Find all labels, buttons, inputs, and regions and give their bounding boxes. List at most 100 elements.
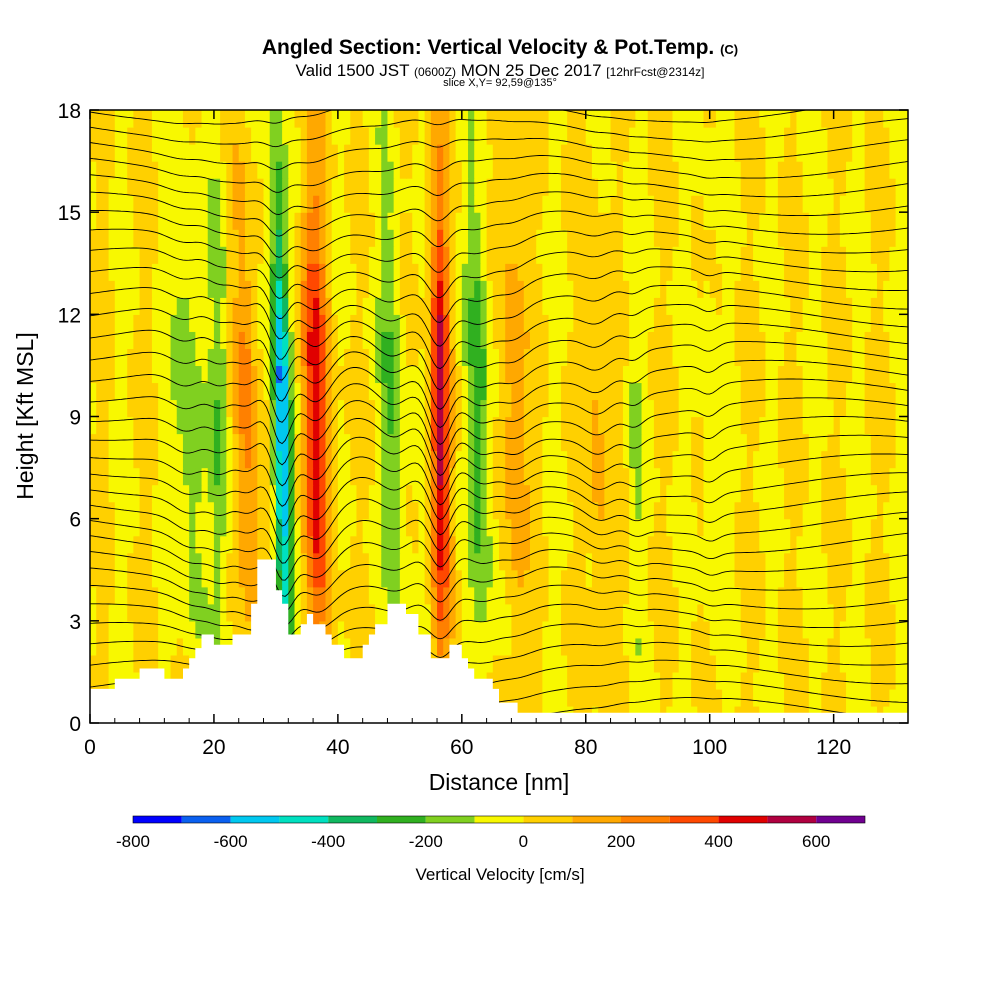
velocity-cell xyxy=(784,671,791,690)
velocity-cell xyxy=(697,586,705,605)
velocity-cell xyxy=(598,603,605,622)
velocity-cell xyxy=(480,263,488,281)
velocity-cell xyxy=(313,569,320,588)
velocity-cell xyxy=(722,365,729,384)
velocity-cell xyxy=(529,467,537,486)
velocity-cell xyxy=(703,501,711,520)
velocity-cell xyxy=(244,297,252,315)
velocity-cell xyxy=(691,484,698,503)
velocity-cell xyxy=(858,110,866,128)
velocity-cell xyxy=(684,416,692,435)
velocity-cell xyxy=(275,365,283,384)
velocity-cell xyxy=(170,195,178,213)
velocity-cell xyxy=(158,450,165,469)
velocity-cell xyxy=(90,671,97,690)
velocity-cell xyxy=(678,297,686,315)
velocity-cell xyxy=(821,212,829,230)
velocity-cell xyxy=(554,212,562,230)
velocity-cell xyxy=(201,484,209,503)
velocity-cell xyxy=(108,110,116,128)
velocity-cell xyxy=(337,178,345,196)
velocity-cell xyxy=(300,246,308,264)
velocity-cell xyxy=(114,297,122,315)
velocity-cell xyxy=(821,416,829,435)
velocity-cell xyxy=(598,688,605,707)
velocity-cell xyxy=(889,127,897,145)
velocity-cell xyxy=(474,501,482,520)
velocity-cell xyxy=(238,280,246,298)
velocity-cell xyxy=(387,416,395,435)
velocity-cell xyxy=(368,331,376,349)
velocity-cell xyxy=(901,637,908,656)
velocity-cell xyxy=(567,603,574,622)
velocity-cell xyxy=(114,212,122,230)
velocity-cell xyxy=(666,348,674,367)
velocity-cell xyxy=(827,348,835,367)
velocity-cell xyxy=(901,671,908,690)
velocity-cell xyxy=(864,467,872,486)
velocity-cell xyxy=(523,365,531,384)
velocity-cell xyxy=(529,518,537,537)
velocity-cell xyxy=(734,195,742,213)
velocity-cell xyxy=(678,110,686,128)
velocity-cell xyxy=(653,144,661,162)
velocity-cell xyxy=(232,297,240,315)
velocity-cell xyxy=(182,586,190,605)
velocity-cell xyxy=(666,263,674,281)
velocity-cell xyxy=(499,229,506,247)
colorbar-swatch xyxy=(572,816,621,823)
velocity-cell xyxy=(189,552,196,571)
velocity-cell xyxy=(511,314,519,332)
velocity-cell xyxy=(771,620,779,639)
velocity-cell xyxy=(213,450,221,469)
velocity-cell xyxy=(102,671,110,690)
velocity-cell xyxy=(244,246,252,264)
velocity-cell xyxy=(579,178,587,196)
velocity-cell xyxy=(449,314,457,332)
velocity-cell xyxy=(678,671,686,690)
velocity-cell xyxy=(641,501,649,520)
velocity-cell xyxy=(846,110,853,128)
velocity-cell xyxy=(684,535,692,554)
velocity-cell xyxy=(678,552,686,571)
velocity-cell xyxy=(808,263,816,281)
velocity-cell xyxy=(808,416,816,435)
velocity-cell xyxy=(641,178,649,196)
velocity-cell xyxy=(294,263,302,281)
velocity-cell xyxy=(288,620,296,639)
velocity-cell xyxy=(499,348,506,367)
velocity-cell xyxy=(877,144,884,162)
colorbar-tick-label: 200 xyxy=(607,832,635,851)
velocity-cell xyxy=(852,484,860,503)
velocity-cell xyxy=(430,331,438,349)
velocity-cell xyxy=(591,569,599,588)
velocity-cell xyxy=(523,127,531,145)
velocity-cell xyxy=(660,654,667,673)
velocity-cell xyxy=(300,569,308,588)
velocity-cell xyxy=(220,484,227,503)
velocity-cell xyxy=(591,433,599,452)
velocity-cell xyxy=(300,127,308,145)
velocity-cell xyxy=(740,518,748,537)
velocity-cell xyxy=(368,178,376,196)
velocity-cell xyxy=(765,586,773,605)
velocity-cell xyxy=(424,399,432,418)
velocity-cell xyxy=(381,569,389,588)
velocity-cell xyxy=(213,620,221,639)
velocity-cell xyxy=(591,603,599,622)
velocity-cell xyxy=(288,212,296,230)
velocity-cell xyxy=(895,620,903,639)
velocity-cell xyxy=(784,110,791,128)
velocity-cell xyxy=(852,654,860,673)
velocity-cell xyxy=(120,144,128,162)
velocity-cell xyxy=(833,586,841,605)
velocity-cell xyxy=(622,518,630,537)
velocity-cell xyxy=(158,433,165,452)
velocity-cell xyxy=(238,127,246,145)
velocity-cell xyxy=(585,637,593,656)
velocity-cell xyxy=(430,450,438,469)
velocity-cell xyxy=(238,518,246,537)
velocity-cell xyxy=(381,484,389,503)
velocity-cell xyxy=(356,501,364,520)
velocity-cell xyxy=(306,586,314,605)
